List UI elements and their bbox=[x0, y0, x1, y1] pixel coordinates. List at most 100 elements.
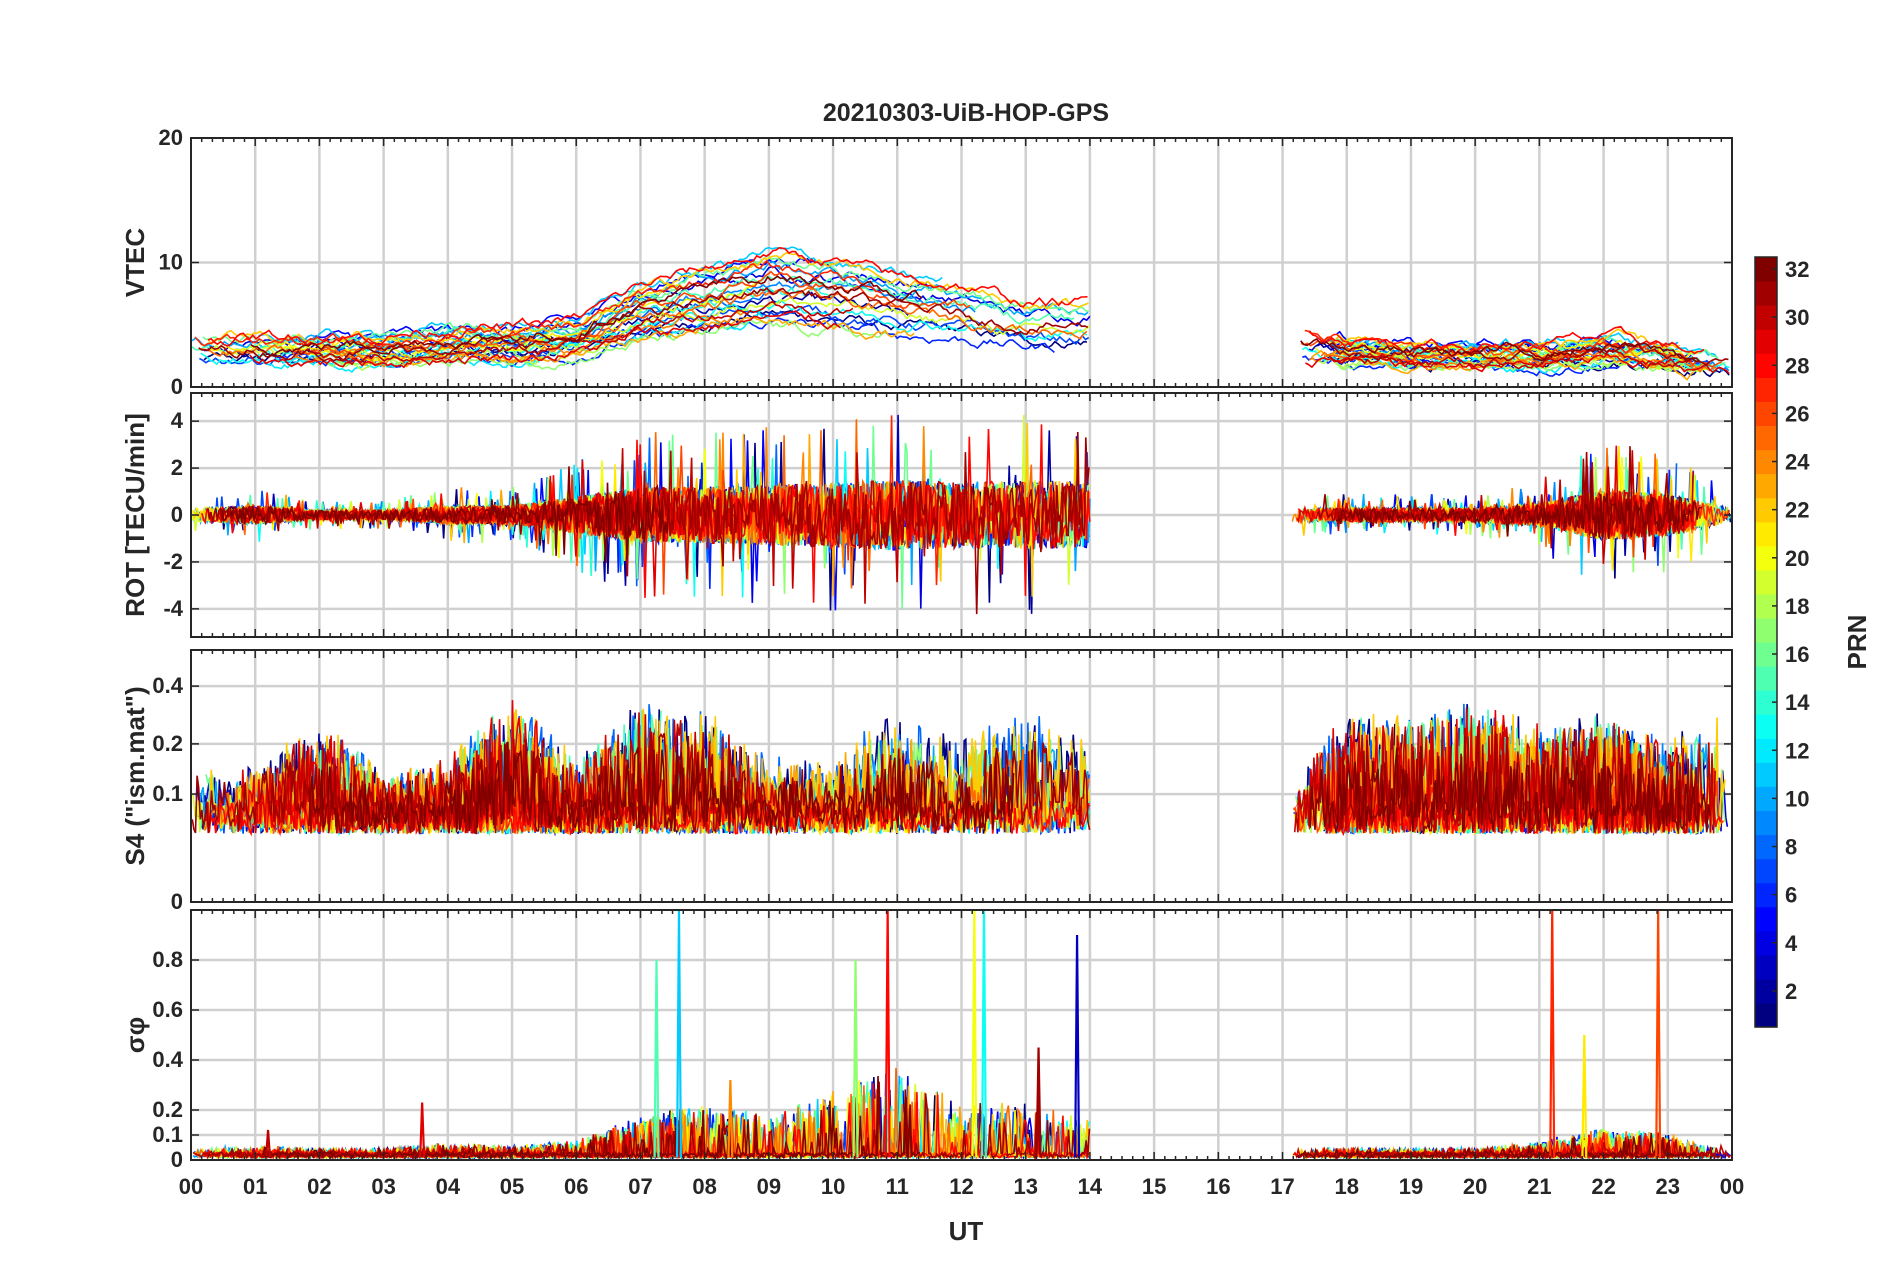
y-tick-label: 10 bbox=[159, 250, 183, 275]
y-tick-label: 0.2 bbox=[152, 1097, 183, 1122]
series-line-prn-32 bbox=[1309, 745, 1711, 834]
series-line-prn-31 bbox=[1329, 342, 1729, 367]
y-axis-label-s4: S4 ("ism.mat") bbox=[120, 686, 150, 865]
series-group bbox=[191, 414, 1732, 615]
colorbar-swatch bbox=[1755, 738, 1777, 763]
colorbar-tick-label: 14 bbox=[1785, 690, 1810, 715]
colorbar-tick-label: 26 bbox=[1785, 401, 1809, 426]
axis-ticks: 00.10.2 0.4 0.6 0.8 bbox=[152, 910, 1732, 1172]
x-tick-label: 17 bbox=[1270, 1174, 1294, 1199]
panel-rot: -4 -2 0 2 4 ROT [TECU/min] bbox=[120, 392, 1733, 638]
y-tick-label: -4 bbox=[163, 596, 183, 621]
colorbar-swatch bbox=[1755, 401, 1777, 427]
colorbar-swatch bbox=[1755, 834, 1777, 860]
series-line-prn-6 bbox=[1302, 355, 1711, 377]
x-axis-label: UT bbox=[949, 1216, 984, 1246]
y-tick-label: 0 bbox=[171, 889, 183, 914]
colorbar-swatch bbox=[1755, 930, 1777, 956]
x-tick-label: 23 bbox=[1656, 1174, 1680, 1199]
x-tick-label: 09 bbox=[757, 1174, 781, 1199]
x-tick-label: 04 bbox=[436, 1174, 461, 1199]
panel-s4: 0 0.1 0.2 0.4S4 ("ism.mat") bbox=[120, 649, 1733, 914]
y-tick-label: 20 bbox=[159, 125, 183, 150]
chart-title: 20210303-UiB-HOP-GPS bbox=[823, 99, 1109, 127]
colorbar-tick-label: 22 bbox=[1785, 498, 1809, 523]
x-tick-label: 08 bbox=[692, 1174, 716, 1199]
colorbar-swatch bbox=[1755, 569, 1777, 595]
series-line-prn-32 bbox=[221, 466, 670, 564]
colorbar-tick-label: 20 bbox=[1785, 546, 1809, 571]
colorbar-swatch bbox=[1755, 257, 1777, 282]
panel-vtec: 0 10 20 VTEC bbox=[120, 125, 1733, 399]
spike-prn-20 bbox=[971, 910, 978, 1158]
series-line-prn-32 bbox=[250, 275, 923, 357]
series-line-prn-31 bbox=[198, 287, 1089, 362]
spike-prn-30 bbox=[265, 1129, 272, 1158]
x-tick-label: 01 bbox=[243, 1174, 267, 1199]
colorbar-swatch bbox=[1755, 762, 1777, 787]
series-line-prn-28 bbox=[1308, 325, 1705, 356]
colorbar-tick-label: 18 bbox=[1785, 594, 1809, 619]
y-axis-label-sigma_phi: σφ bbox=[120, 1017, 150, 1053]
y-tick-label: 0.1 bbox=[152, 781, 183, 806]
axis-ticks: -4 -2 0 2 4 bbox=[163, 393, 1732, 637]
colorbar-tick-label: 28 bbox=[1785, 353, 1809, 378]
colorbar-swatch bbox=[1755, 1002, 1777, 1028]
y-tick-label: 0.2 bbox=[152, 731, 183, 756]
colorbar-swatch bbox=[1755, 329, 1777, 354]
colorbar-tick-label: 2 bbox=[1785, 979, 1797, 1004]
y-tick-label: 0 bbox=[171, 374, 183, 399]
spike-prn-28 bbox=[884, 910, 891, 1158]
colorbar-swatch bbox=[1755, 449, 1777, 475]
colorbar-swatch bbox=[1755, 690, 1777, 715]
series-line-prn-32 bbox=[1296, 1132, 1694, 1160]
spike-prn-24 bbox=[727, 1079, 734, 1158]
colorbar-swatch bbox=[1755, 353, 1777, 378]
series-line-prn-23 bbox=[313, 316, 915, 368]
x-tick-label: 15 bbox=[1142, 1174, 1166, 1199]
y-tick-label: 4 bbox=[171, 408, 184, 433]
series-group bbox=[191, 246, 1730, 381]
x-tick-label: 21 bbox=[1527, 1174, 1551, 1199]
x-tick-label: 05 bbox=[500, 1174, 524, 1199]
colorbar-swatch bbox=[1755, 666, 1777, 691]
colorbar-swatch bbox=[1755, 617, 1777, 643]
series-line-prn-30 bbox=[1328, 346, 1693, 370]
spike-prn-13 bbox=[980, 910, 987, 1158]
series-line-prn-22 bbox=[208, 252, 1089, 349]
x-tick-label: 00 bbox=[1720, 1174, 1744, 1199]
x-tick-label: 13 bbox=[1013, 1174, 1037, 1199]
y-axis-label-rot: ROT [TECU/min] bbox=[120, 413, 150, 617]
gridlines bbox=[191, 910, 1732, 1160]
colorbar-tick-label: 16 bbox=[1785, 642, 1809, 667]
axis-ticks: 0 10 20 bbox=[159, 125, 1732, 399]
colorbar-swatch bbox=[1755, 281, 1777, 306]
x-tick-label: 18 bbox=[1335, 1174, 1359, 1199]
colorbar-tick-label: 10 bbox=[1785, 786, 1809, 811]
colorbar-swatch bbox=[1755, 786, 1777, 812]
x-tick-label: 20 bbox=[1463, 1174, 1487, 1199]
y-axis-label-vtec: VTEC bbox=[120, 228, 150, 298]
spike-prn-29 bbox=[419, 1102, 426, 1158]
series-group bbox=[192, 910, 1732, 1160]
y-tick-label: -2 bbox=[163, 549, 183, 574]
colorbar-swatch bbox=[1755, 545, 1777, 571]
spike-prn-17 bbox=[852, 959, 859, 1158]
series-group bbox=[191, 700, 1729, 837]
spike-prn-3 bbox=[1074, 934, 1081, 1158]
colorbar-swatch bbox=[1755, 425, 1777, 451]
spike-prn-27 bbox=[1549, 910, 1556, 1158]
series-line-prn-32 bbox=[1300, 337, 1699, 363]
y-tick-label: 0 bbox=[171, 1147, 183, 1172]
panel-sigma_phi: 00.10.2 0.4 0.6 0.8 σφ bbox=[120, 909, 1733, 1172]
series-line-prn-32 bbox=[1335, 468, 1702, 539]
y-tick-label: 0.8 bbox=[152, 947, 183, 972]
colorbar-label: PRN bbox=[1842, 615, 1872, 670]
spike-prn-15 bbox=[653, 959, 660, 1158]
x-tick-labels: 00 01 02 03 04 05 06 07 08 09 10 11 12 13 14 15 16 17 18 19… bbox=[179, 1174, 1744, 1199]
series-line-prn-32 bbox=[308, 741, 1015, 834]
series-line-prn-27 bbox=[194, 259, 883, 349]
x-tick-label: 02 bbox=[307, 1174, 331, 1199]
